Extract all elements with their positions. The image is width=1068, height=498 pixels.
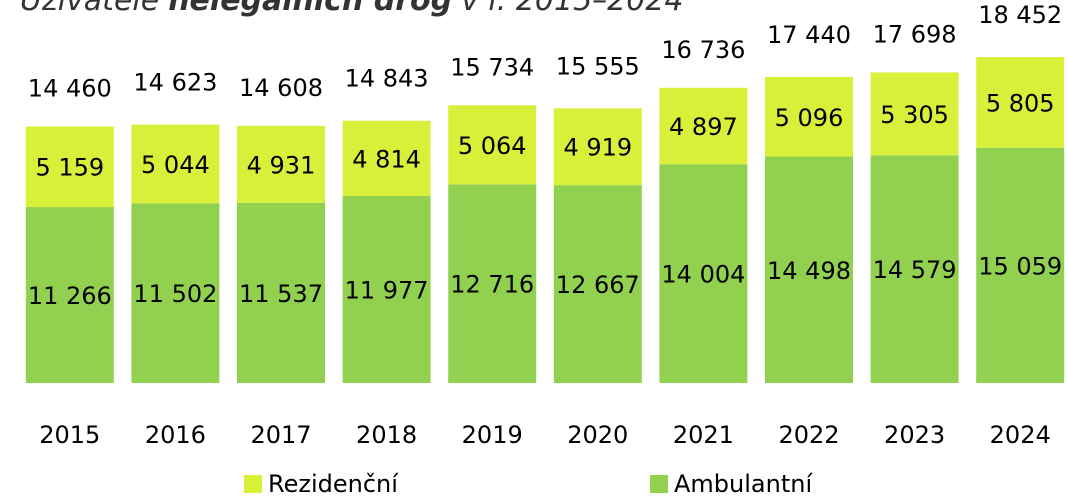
value-label: 5 305	[880, 101, 949, 129]
value-label: 5 159	[35, 154, 104, 182]
bar-segment	[237, 202, 325, 383]
value-label: 11 266	[28, 282, 112, 310]
bar-segment	[765, 76, 853, 157]
total-label: 18 452	[978, 1, 1062, 29]
value-label: 5 064	[458, 132, 527, 160]
value-label: 14 004	[661, 261, 745, 289]
total-label: 14 623	[133, 69, 217, 97]
value-label: 5 805	[986, 89, 1055, 117]
title-part: Uživatelé	[20, 0, 159, 18]
total-label: 17 698	[873, 20, 957, 48]
total-label: 17 440	[767, 21, 851, 49]
bar-segment	[659, 87, 748, 165]
total-label: 15 734	[450, 53, 534, 81]
bar-segment	[870, 155, 959, 383]
bar-segment	[25, 126, 114, 208]
value-label: 4 897	[669, 113, 738, 141]
bar-segment	[25, 207, 114, 383]
x-tick-label: 2015	[39, 421, 100, 449]
value-label: 14 498	[767, 257, 851, 285]
value-label: 15 059	[978, 252, 1062, 280]
x-tick-label: 2019	[462, 421, 523, 449]
total-label: 16 736	[661, 36, 745, 64]
bar-segment	[237, 125, 325, 203]
legend-label: Rezidenční	[268, 470, 399, 498]
legend-label: Ambulantní	[674, 470, 813, 498]
bar-segment	[448, 105, 537, 185]
total-label: 14 460	[28, 74, 112, 102]
value-label: 12 667	[556, 271, 640, 299]
x-tick-label: 2018	[356, 421, 417, 449]
legend-swatch	[650, 475, 668, 493]
value-label: 4 931	[247, 151, 316, 179]
value-label: 4 814	[352, 145, 421, 173]
bar-segment	[342, 120, 431, 196]
value-label: 11 977	[345, 276, 429, 304]
bar-segment	[131, 124, 220, 204]
title-emphasis: nelegálních drog	[168, 0, 452, 18]
x-tick-label: 2021	[673, 421, 734, 449]
x-tick-label: 2022	[778, 421, 839, 449]
x-tick-label: 2016	[145, 421, 206, 449]
bar-segment	[131, 203, 220, 383]
value-label: 14 579	[873, 256, 957, 284]
x-tick-label: 2024	[990, 421, 1051, 449]
bar-segment	[659, 164, 748, 383]
bar-segment	[448, 184, 537, 383]
chart-title: Uživatelé nelegálních drog v l. 2015–2024	[20, 0, 684, 18]
total-label: 14 608	[239, 74, 323, 102]
value-label: 11 502	[133, 280, 217, 308]
bar-segment	[553, 108, 642, 186]
value-label: 4 919	[563, 134, 632, 162]
value-label: 12 716	[450, 271, 534, 299]
value-label: 11 537	[239, 280, 323, 308]
title-part: v l. 2015–2024	[461, 0, 683, 18]
bar-segment	[342, 195, 431, 383]
bar-segment	[976, 147, 1065, 383]
x-tick-label: 2020	[567, 421, 628, 449]
bar-segment	[553, 185, 642, 383]
total-label: 15 555	[556, 52, 640, 80]
x-tick-label: 2017	[250, 421, 311, 449]
total-label: 14 843	[345, 65, 429, 93]
value-label: 5 096	[775, 104, 844, 132]
bar-segment	[765, 156, 853, 383]
legend-swatch	[244, 475, 262, 493]
bar-segment	[976, 57, 1065, 148]
bar-segment	[870, 72, 959, 156]
x-tick-label: 2023	[884, 421, 945, 449]
value-label: 5 044	[141, 151, 210, 179]
